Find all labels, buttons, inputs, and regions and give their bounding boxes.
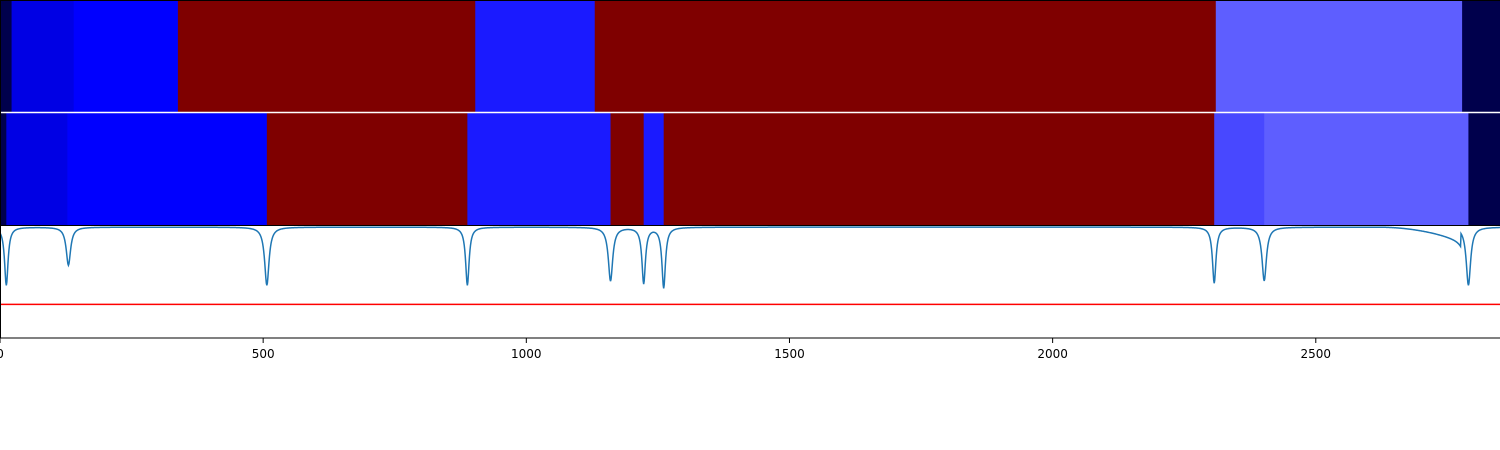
x-tick-label: 1500 [774,347,805,361]
heatmap-row-2 [0,113,1500,225]
heatmap-cell-r2-5 [467,113,612,225]
x-tick-label: 500 [252,347,275,361]
x-tick-label: 2000 [1037,347,1068,361]
heatmap-cell-r1-5 [475,0,596,112]
x-tick-label: 0 [0,347,4,361]
x-tick-label: 1000 [511,347,542,361]
x-tick-label: 2500 [1301,347,1332,361]
heatmap-cell-r2-9 [1214,113,1265,225]
heatmap-cell-r2-3 [67,113,268,225]
signal-curve [0,226,1500,289]
heatmap-cell-r2-7 [643,113,665,225]
curve-panel [0,225,1500,338]
heatmap-cell-r2-6 [610,113,645,225]
heatmap-cell-r1-7 [1215,0,1463,112]
heatmap-cell-r1-3 [73,0,179,112]
heatmap-cell-r2-8 [663,113,1215,225]
heatmap-cell-r2-4 [266,113,468,225]
heatmap-cell-r1-2 [11,0,75,112]
curve-panel-frame [0,225,1500,338]
heatmap-row-1 [0,0,1500,112]
heatmap-cell-r2-11 [1468,113,1500,225]
heatmap-cell-r1-6 [594,0,1217,112]
heatmap-cell-r2-2 [6,113,68,225]
heatmap-cell-r1-1 [0,0,13,112]
heatmap-cell-r1-8 [1462,0,1500,112]
x-axis: 0 500 1000 1500 2000 2500 [0,338,1331,361]
heatmap-cell-r2-10 [1264,113,1469,225]
heatmap-cell-r2-1 [0,113,7,225]
heatmap-cell-r1-4 [177,0,476,112]
